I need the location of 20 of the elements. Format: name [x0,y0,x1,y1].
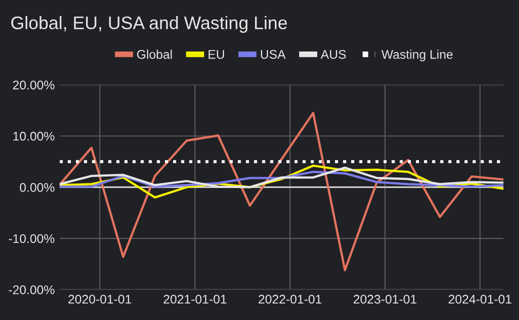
y-tick-label: 20.00% [13,80,54,90]
y-tick-label: 10.00% [13,132,54,141]
legend-label: Wasting Line [381,50,453,62]
line-series [60,166,504,188]
line-series [60,112,504,272]
line-series [60,170,504,188]
x-tick-label: 2020-01-01 [68,294,132,304]
y-tick-label: -20.00% [8,285,54,294]
x-tick-label: 2022-01-01 [258,294,322,304]
legend-label: Global [137,50,172,59]
x-tick-label: 2023-01-01 [354,294,416,304]
legend-label: AUS [320,50,346,59]
line-series [60,164,504,199]
chart-title: Global, EU, USA and Wasting Line [11,16,287,33]
legend-label: USA [260,50,286,59]
x-tick-label: 2021-01-01 [164,294,226,304]
y-tick-label: -10.00% [8,234,54,244]
legend-label: EU [208,50,224,59]
x-tick-label: 2024-01-01 [448,294,512,304]
y-tick-label: 0.00% [20,183,54,192]
